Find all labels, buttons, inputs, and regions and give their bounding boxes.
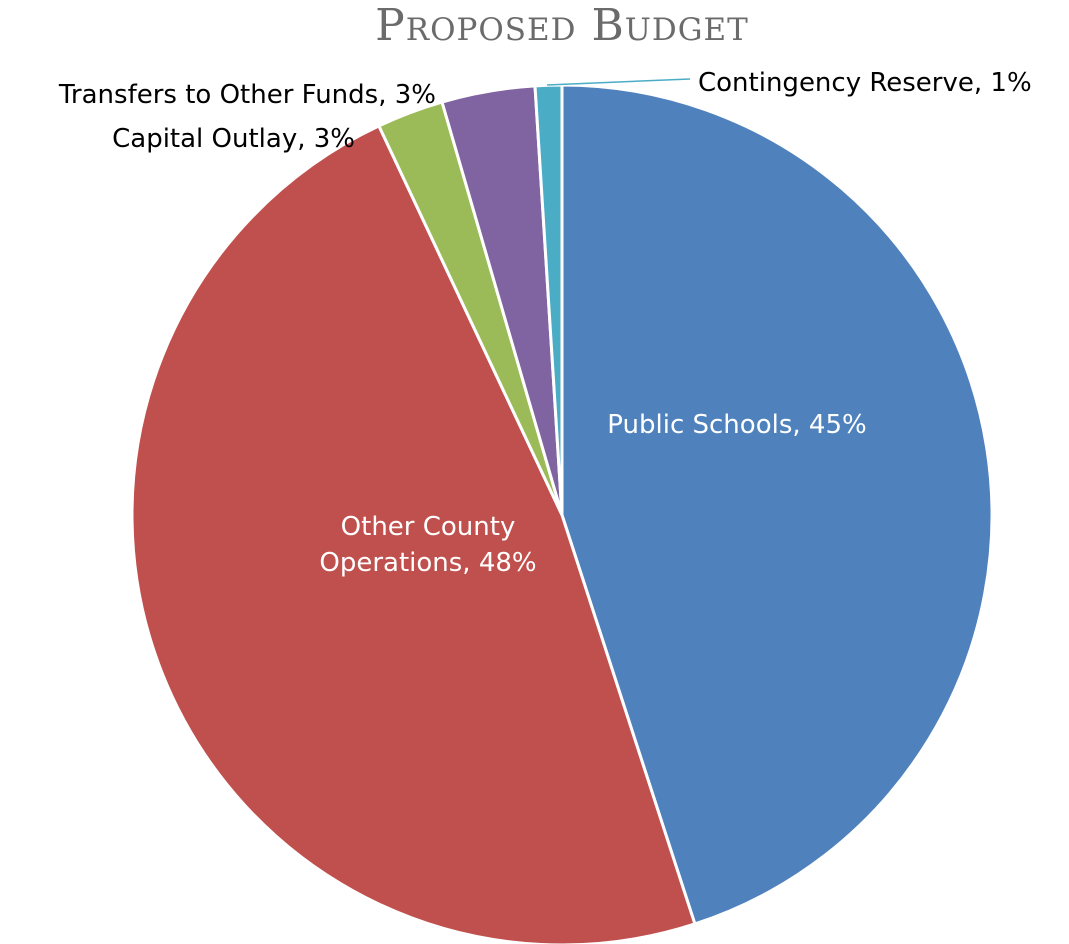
- data-label-transfers-to-other-funds: Transfers to Other Funds, 3%: [58, 80, 436, 110]
- chart-title: Proposed Budget: [375, 0, 749, 51]
- data-label-public-schools: Public Schools, 45%: [607, 410, 866, 440]
- pie-slices: [130, 83, 994, 944]
- data-label-capital-outlay: Capital Outlay, 3%: [112, 124, 355, 154]
- data-label-contingency-reserve: Contingency Reserve, 1%: [698, 68, 1032, 98]
- pie-slice-public-schools: [560, 83, 994, 926]
- pie-labels: Public Schools, 45% Other County Operation…: [58, 68, 1032, 578]
- data-label-other-county-operations: Other County Operations, 48%: [319, 512, 536, 578]
- pie-slice-other-county-operations: [130, 123, 697, 944]
- leader-line-contingency-reserve: [546, 78, 691, 86]
